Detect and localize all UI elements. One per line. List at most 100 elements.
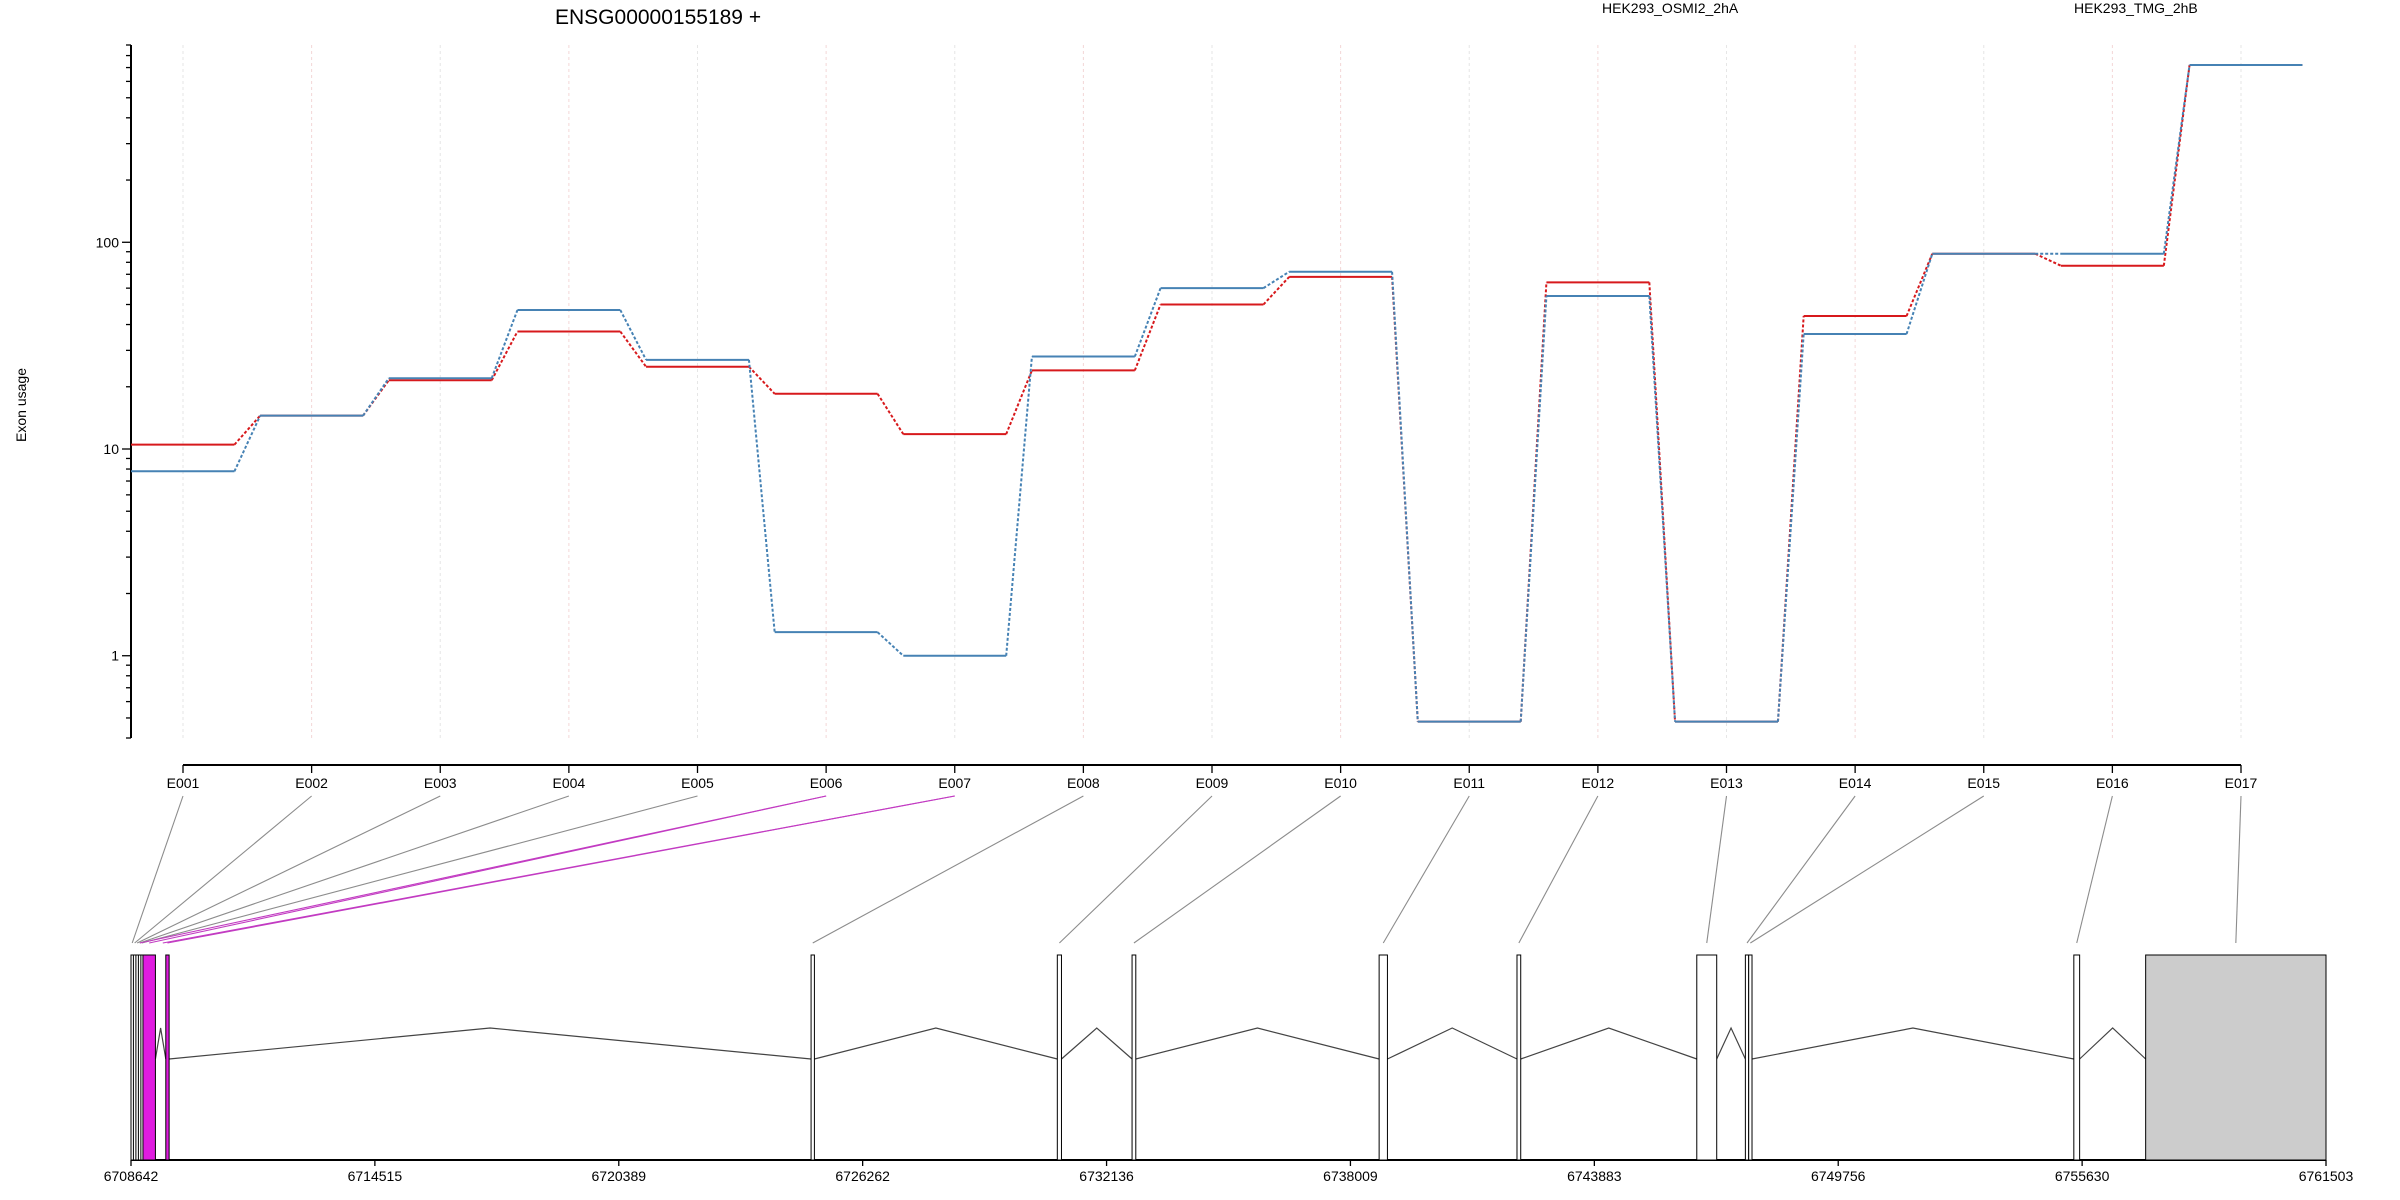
gene-model: 6708642 6714515 6720389 6726262 6732136 67380…: [104, 954, 2354, 1184]
connector-layer: [131, 795, 2242, 944]
x-tick-label: E001: [167, 775, 200, 791]
exon-connector-e005: [141, 795, 698, 944]
exon-connector-e001: [131, 795, 184, 944]
series-connector: [2162, 64, 2191, 254]
exon-connector-e012: [1518, 795, 1599, 944]
series-connector: [233, 414, 261, 446]
x-tick-label: E004: [553, 775, 586, 791]
exon-connector-e009: [1059, 795, 1213, 944]
intron-line: [1716, 1026, 1746, 1060]
x-tick-label: E013: [1710, 775, 1743, 791]
x-tick-label: E006: [810, 775, 843, 791]
legend-entry-tmg: HEK293_TMG_2hB: [2074, 0, 2198, 16]
x-tick-label: E009: [1196, 775, 1229, 791]
exon-box-e008: [810, 954, 815, 1161]
exon-connector-e010: [1133, 795, 1341, 944]
intron-line: [1061, 1027, 1133, 1060]
intron-line: [169, 1027, 812, 1060]
x-tick-label: E012: [1582, 775, 1615, 791]
x-tick-label: E008: [1067, 775, 1100, 791]
exon-box-e015: [1748, 954, 1753, 1161]
exon-connector-e008: [812, 795, 1084, 944]
intron-line: [2079, 1027, 2147, 1060]
genomic-tick-label: 6761503: [2299, 1168, 2354, 1184]
series-connector: [747, 359, 776, 633]
exon-box-e006: [142, 954, 156, 1161]
series-connector: [1262, 270, 1290, 289]
exon-box-e007: [165, 954, 170, 1161]
y-tick-label: 1: [111, 648, 119, 664]
exon-box-e016: [2073, 954, 2081, 1161]
exon-box-e012: [1516, 954, 1522, 1161]
series-connector: [876, 631, 904, 657]
chart-title: ENSG00000155189 +: [555, 6, 761, 29]
legend-entry-osmi2: HEK293_OSMI2_2hA: [1602, 0, 1739, 16]
intron-line: [154, 1027, 167, 1060]
series-connector: [1391, 271, 1419, 722]
y-tick-label: 10: [103, 441, 119, 457]
exon-connector-e003: [136, 795, 441, 944]
series-connector: [1648, 295, 1677, 722]
series-connector: [1905, 253, 1934, 317]
series-connector: [1133, 287, 1162, 357]
x-tick-label: E011: [1453, 775, 1485, 791]
series-connector: [1005, 356, 1033, 656]
series-connector: [362, 377, 390, 417]
series-layer: [131, 64, 2303, 723]
genomic-tick-label: 6732136: [1079, 1168, 1134, 1184]
series-connector: [2034, 252, 2062, 267]
intron-line: [1387, 1027, 1518, 1060]
x-tick-label: E010: [1324, 775, 1357, 791]
series-connector: [748, 366, 776, 395]
exon-connector-e014: [1746, 795, 1856, 944]
series-connector: [2162, 64, 2191, 266]
genomic-tick-label: 6738009: [1323, 1168, 1378, 1184]
exon-box-e010: [1131, 954, 1137, 1161]
exon-connector-e002: [134, 795, 312, 944]
series-connector: [1262, 276, 1290, 306]
genomic-tick-label: 6726262: [835, 1168, 890, 1184]
grid-layer: [182, 45, 2242, 738]
x-tick-label: E003: [424, 775, 457, 791]
exon-connector-e017: [2235, 795, 2242, 944]
exon-connector-e016: [2076, 795, 2113, 944]
intron-line: [814, 1027, 1058, 1060]
series-connector: [490, 309, 519, 379]
exon-connector-e011: [1382, 795, 1470, 944]
exon-connector-e013: [1706, 795, 1728, 944]
genomic-tick-label: 6708642: [104, 1168, 159, 1184]
axes-layer: 1 10 100 E001 E002 E003 E004 E005 E006 E007 E008 E0…: [96, 44, 2258, 791]
exon-box-e009: [1056, 954, 1062, 1161]
intron-line: [1520, 1027, 1697, 1060]
genomic-tick-label: 6755630: [2055, 1168, 2110, 1184]
x-tick-label: E017: [2225, 775, 2258, 791]
series-connector: [1133, 304, 1162, 371]
exon-connector-e007: [162, 795, 955, 944]
series-2: [131, 64, 2303, 723]
y-axis-label: Exon usage: [13, 368, 29, 442]
intron-line: [1135, 1027, 1380, 1060]
exon-box-e017: [2145, 954, 2327, 1161]
series-connector: [619, 309, 647, 361]
series-1: [131, 64, 2303, 723]
x-tick-label: E005: [681, 775, 714, 791]
x-tick-label: E015: [1967, 775, 2000, 791]
series-connector: [1005, 370, 1033, 435]
series-connector: [490, 331, 519, 381]
series-connector: [233, 415, 262, 472]
x-tick-label: E007: [938, 775, 971, 791]
exon-connector-e015: [1750, 795, 1985, 944]
series-connector: [619, 330, 647, 368]
genomic-tick-label: 6714515: [348, 1168, 403, 1184]
exon-box-e011: [1378, 954, 1388, 1161]
x-tick-label: E014: [1839, 775, 1872, 791]
intron-line: [1751, 1027, 2074, 1060]
exon-box-e013: [1696, 954, 1718, 1161]
genomic-tick-label: 6720389: [592, 1168, 647, 1184]
exon-connector-e004: [139, 795, 570, 944]
x-tick-label: E002: [295, 775, 328, 791]
series-connector: [1905, 253, 1934, 335]
exon-connector-e006: [139, 795, 827, 944]
series-connector: [1776, 333, 1805, 722]
y-tick-label: 100: [96, 234, 120, 250]
